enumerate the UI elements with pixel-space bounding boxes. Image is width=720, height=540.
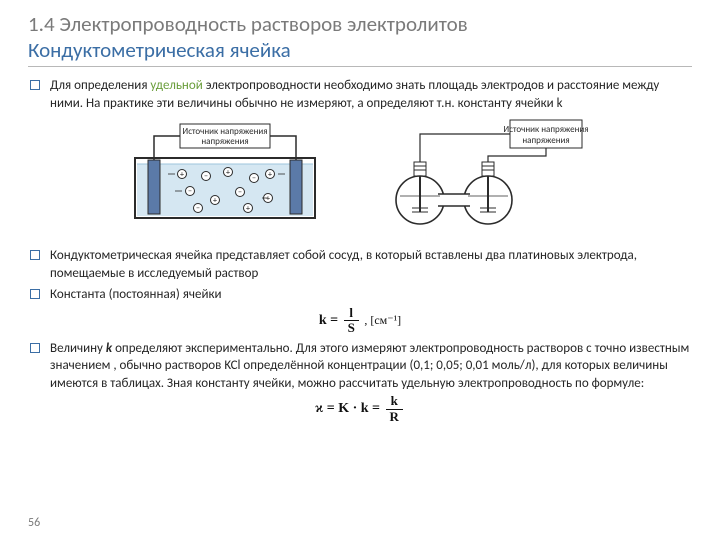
f1-lhs: k <box>319 313 327 328</box>
f2-eq2: = <box>372 401 380 416</box>
f1-eq: = <box>330 313 338 328</box>
bullet-2: Кондуктометрическая ячейка представляет … <box>28 247 692 282</box>
svg-text:−: − <box>204 172 208 182</box>
f2-eq1: = <box>327 401 335 416</box>
svg-text:напряжения: напряжения <box>522 135 569 146</box>
f2-lhs: ϰ <box>315 401 323 416</box>
formula-kappa: ϰ = K · k = kR <box>28 394 692 424</box>
bullet-list-2: Кондуктометрическая ячейка представляет … <box>28 247 692 304</box>
bullet-list: Для определения удельной электропроводно… <box>28 77 692 112</box>
svg-text:−: − <box>238 188 242 198</box>
f1-num: l <box>344 306 359 321</box>
svg-text:−: − <box>196 204 200 214</box>
f2-num: k <box>386 394 403 409</box>
bullet-list-3: Величину k определяют экспериментально. … <box>28 340 692 393</box>
page-number: 56 <box>28 516 40 530</box>
slide-subtitle: Кондуктометрическая ячейка <box>28 38 692 67</box>
svg-text:+: + <box>180 170 184 180</box>
tank-svg: Источник напряжения напряжения + − − + +… <box>120 116 330 226</box>
slide-title: 1.4 Электропроводность растворов электро… <box>28 12 692 36</box>
svg-text:+: + <box>226 168 230 178</box>
svg-text:напряжения: напряжения <box>201 136 248 147</box>
svg-text:−: − <box>252 174 256 184</box>
formula-k: k = lS , [см⁻¹] <box>28 306 692 336</box>
bullet-3: Константа (постоянная) ячейки <box>28 286 692 304</box>
svg-text:−: − <box>188 187 192 197</box>
figure-flask-cell: Источник напряжения напряжения <box>360 116 600 241</box>
bullet-4: Величину k определяют экспериментально. … <box>28 340 692 393</box>
f2-den: R <box>386 410 403 424</box>
keyword-udelnoy: удельной <box>150 78 202 93</box>
svg-text:+: + <box>213 196 217 206</box>
f2-mid: K · k <box>338 401 368 416</box>
f1-den: S <box>344 321 359 335</box>
flask-svg: Источник напряжения напряжения <box>360 116 600 236</box>
label-source-right: Источник напряжения <box>503 124 588 135</box>
figure-row: Источник напряжения напряжения + − − + +… <box>28 116 692 241</box>
f1-unit: , [см⁻¹] <box>364 313 401 327</box>
figure-tank-cell: Источник напряжения напряжения + − − + +… <box>120 116 330 241</box>
svg-text:+: + <box>266 194 270 204</box>
bullet-1: Для определения удельной электропроводно… <box>28 77 692 112</box>
bullet-1-pre: Для определения <box>50 78 150 93</box>
svg-text:+: + <box>246 204 250 214</box>
svg-text:+: + <box>268 170 272 180</box>
